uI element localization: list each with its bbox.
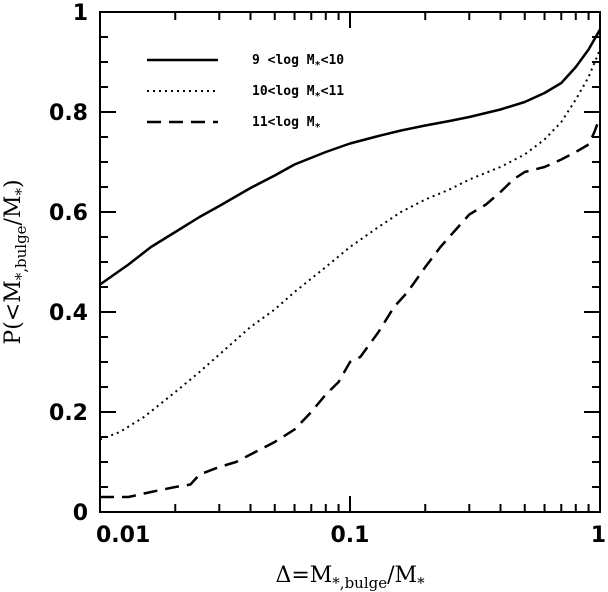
legend-label-2: 10<log M*<11 [252,84,344,102]
y-tick-label: 0.4 [49,301,88,326]
x-tick-label: 0.1 [331,523,370,548]
y-tick-label: 0.2 [49,401,88,426]
y-tick-label: 1 [73,1,88,26]
x-tick-label: 0.01 [96,523,150,548]
legend-label-1: 9 <log M*<10 [252,53,344,71]
ticks [99,11,601,513]
y-tick-label: 0 [73,501,88,526]
x-axis-label: Δ=M*,bulge/M* [275,563,425,592]
y-tick-label: 0.8 [49,101,88,126]
tick-labels: 0.01 0.1 1 0 0.2 0.4 0.6 0.8 1 [49,1,606,548]
series-line-3 [100,116,602,499]
series-line-1 [99,28,602,286]
series-lines [99,28,602,499]
x-tick-label: 1 [591,523,606,548]
y-axis-label: P(<M*,bulge/M*) [1,179,30,344]
y-tick-label: 0.6 [49,201,88,226]
legend-label-3: 11<log M* [252,115,321,133]
plot-frame [99,11,601,513]
series-line-2 [99,49,601,441]
legend: 9 <log M*<10 10<log M*<11 11<log M* [147,53,344,133]
